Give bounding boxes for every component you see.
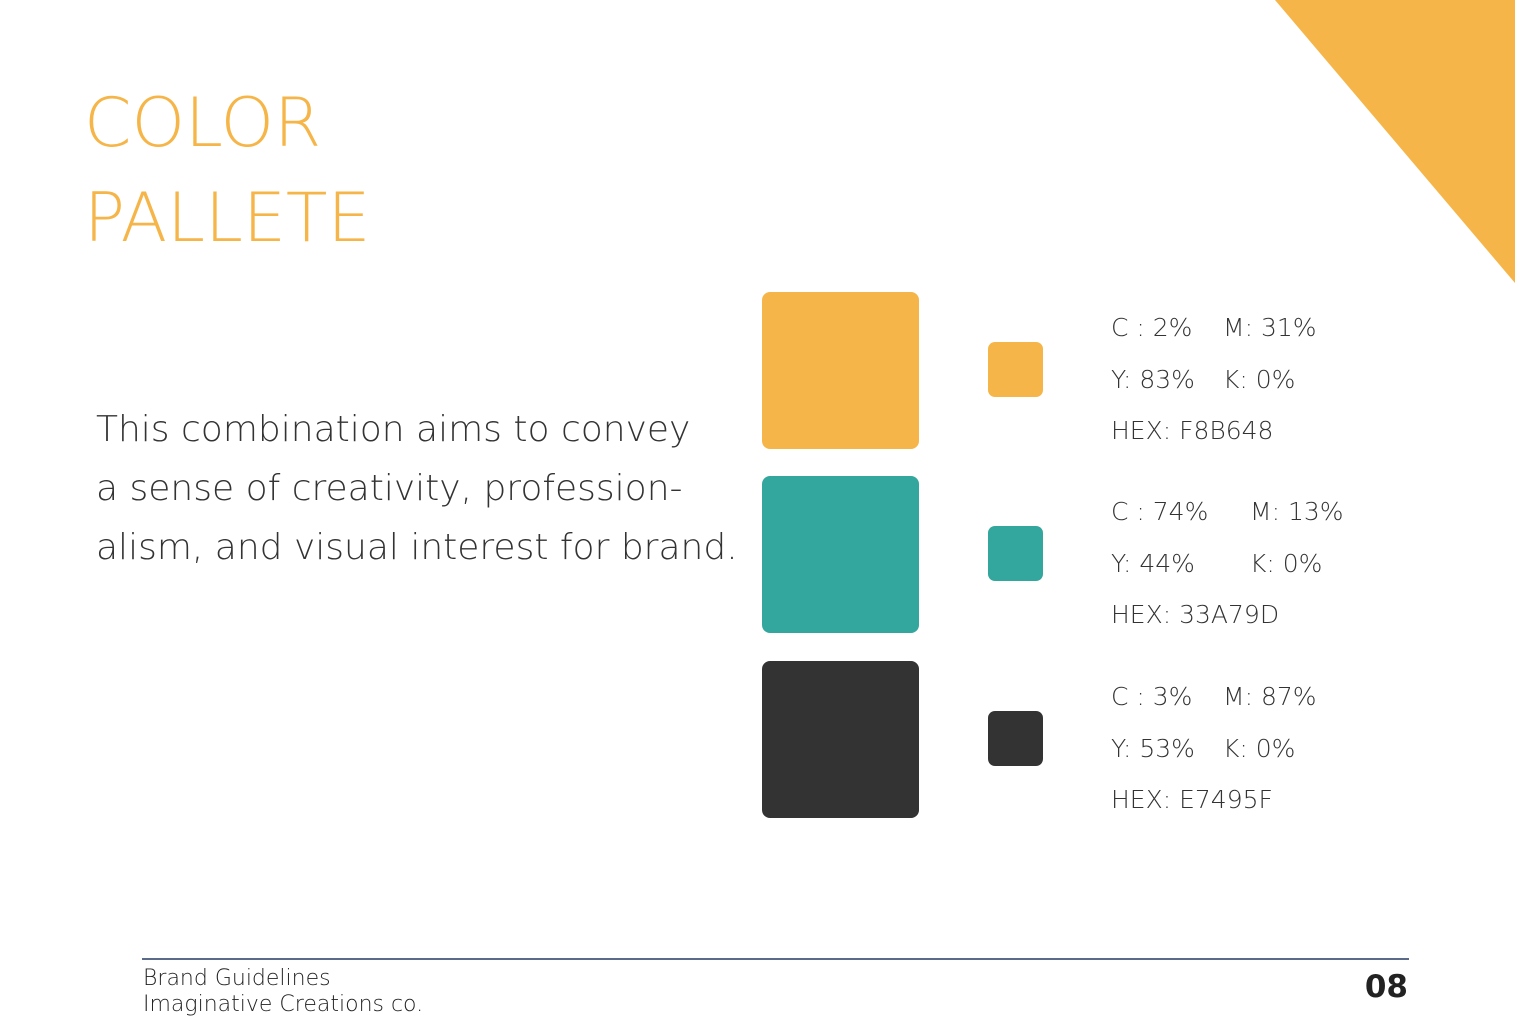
color-swatch-row-2: C : 74% M: 13% Y: 44% K: 0% HEX: 33A79D (762, 476, 1412, 634)
hex-value: HEX: E7495F (1111, 785, 1273, 814)
swatch-large-yellow (762, 292, 919, 449)
color-swatch-row-3: C : 3% M: 87% Y: 53% K: 0% HEX: E7495F (762, 661, 1412, 819)
swatch-large-charcoal (762, 661, 919, 818)
description-text: This combination aims to convey a sense … (96, 400, 738, 577)
corner-triangle-decoration (1275, 0, 1515, 283)
yellow-value: Y: 44% (1111, 548, 1195, 578)
magenta-value: M: 13% (1250, 497, 1344, 526)
swatch-small-yellow (988, 342, 1043, 397)
cyan-value: C : 74% (1111, 497, 1209, 526)
description-line-3: alism, and visual interest for brand. (96, 527, 738, 568)
description-line-1: This combination aims to convey (96, 409, 691, 450)
yellow-value: Y: 53% (1111, 733, 1195, 763)
page-number: 08 (1364, 969, 1408, 1005)
swatch-large-teal (762, 476, 919, 633)
key-value: K: 0% (1250, 548, 1323, 578)
yellow-value: Y: 83% (1111, 364, 1195, 394)
key-value: K: 0% (1223, 733, 1296, 763)
footer-divider (142, 958, 1409, 960)
footer-line-2: Imaginative Creations co. (143, 992, 424, 1017)
magenta-value: M: 87% (1223, 682, 1317, 711)
page-title-line-2: PALLETE (84, 179, 371, 258)
swatch-small-charcoal (988, 711, 1043, 766)
cyan-value: C : 3% (1111, 682, 1193, 711)
color-swatch-row-1: C : 2% M: 31% Y: 83% K: 0% HEX: F8B648 (762, 292, 1412, 450)
hex-value: HEX: 33A79D (1111, 600, 1280, 629)
page-title-line-1: COLOR (84, 84, 322, 163)
magenta-value: M: 31% (1223, 313, 1317, 342)
swatch-small-teal (988, 526, 1043, 581)
cyan-value: C : 2% (1111, 313, 1193, 342)
description-line-2: a sense of creativity, profession- (96, 468, 683, 509)
footer-brand: Brand Guidelines Imaginative Creations c… (143, 966, 423, 1018)
page-title: COLOR PALLETE (84, 76, 370, 266)
footer-line-1: Brand Guidelines (143, 966, 331, 991)
hex-value: HEX: F8B648 (1111, 416, 1274, 445)
key-value: K: 0% (1223, 364, 1296, 394)
